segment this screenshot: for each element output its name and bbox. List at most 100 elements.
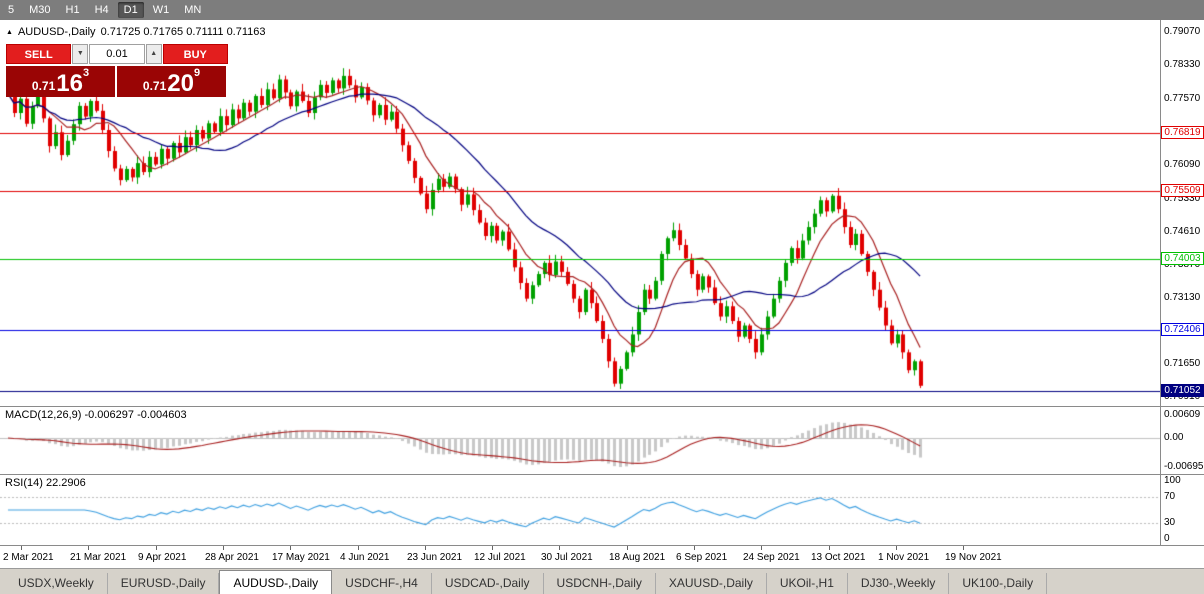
- volume-input[interactable]: 0.01: [89, 44, 145, 64]
- trade-prices-row: 0.71 16 3 0.71 20 9: [6, 66, 228, 97]
- date-tick: [829, 546, 830, 550]
- macd-label: MACD(12,26,9) -0.006297 -0.004603: [5, 409, 187, 421]
- rsi-axis-label: 0: [1164, 533, 1170, 544]
- volume-increase-button[interactable]: ▲: [145, 44, 162, 64]
- chart-tab-bar: USDX,Weekly EURUSD-,Daily AUDUSD-,Daily USD…: [0, 568, 1204, 594]
- date-axis-label: 1 Nov 2021: [878, 552, 930, 563]
- rsi-indicator-canvas[interactable]: [0, 475, 1160, 545]
- date-tick: [963, 546, 964, 550]
- price-axis-strip: [1160, 20, 1204, 546]
- chart-tab-eurusd-daily[interactable]: EURUSD-,Daily: [108, 573, 220, 594]
- buy-price-box[interactable]: 0.71 20 9: [117, 66, 226, 97]
- date-tick: [761, 546, 762, 550]
- date-axis-label: 28 Apr 2021: [205, 552, 259, 563]
- rsi-axis-label: 30: [1164, 516, 1176, 528]
- date-axis-label: 23 Jun 2021: [407, 552, 463, 563]
- timeframe-button-d1[interactable]: D1: [117, 2, 144, 18]
- macd-indicator-canvas[interactable]: [0, 407, 1160, 474]
- pane-separator[interactable]: [0, 406, 1204, 407]
- rsi-label: RSI(14) 22.2906: [5, 477, 86, 489]
- date-tick: [358, 546, 359, 550]
- chart-tab-uk100-daily[interactable]: UK100-,Daily: [949, 573, 1048, 594]
- date-tick: [559, 546, 560, 550]
- date-tick: [88, 546, 89, 550]
- buy-price-pipette: 9: [193, 67, 201, 79]
- date-tick: [290, 546, 291, 550]
- chevron-down-icon: ▼: [76, 50, 84, 57]
- date-axis-label: 13 Oct 2021: [811, 552, 866, 563]
- price-axis-label: 0.76090: [1164, 159, 1201, 171]
- timeframe-button-h4[interactable]: H4: [94, 4, 109, 16]
- date-tick: [694, 546, 695, 550]
- chevron-up-icon: ▲: [150, 50, 158, 57]
- sell-price-pipette: 3: [82, 67, 90, 79]
- chart-tab-dj30-weekly[interactable]: DJ30-,Weekly: [848, 573, 950, 594]
- price-axis-label: 0.71650: [1164, 357, 1201, 369]
- date-axis-label: 18 Aug 2021: [609, 552, 666, 563]
- price-axis-label: 0.74610: [1164, 225, 1201, 237]
- macd-axis-bottom: -0.00695: [1164, 461, 1204, 472]
- sell-button[interactable]: SELL: [6, 44, 72, 64]
- pane-separator[interactable]: [0, 474, 1204, 475]
- date-tick: [896, 546, 897, 550]
- date-tick: [156, 546, 157, 550]
- date-axis-label: 9 Apr 2021: [138, 552, 187, 563]
- date-axis-label: 30 Jul 2021: [541, 552, 593, 563]
- rsi-axis-label: 70: [1164, 491, 1176, 503]
- date-tick: [223, 546, 224, 550]
- symbol-marker-icon: ▲: [6, 29, 13, 36]
- buy-price-pips: 20: [167, 70, 194, 97]
- timeframe-button-h1[interactable]: H1: [65, 4, 80, 16]
- volume-decrease-button[interactable]: ▼: [72, 44, 89, 64]
- sell-price-box[interactable]: 0.71 16 3: [6, 66, 115, 97]
- chart-tab-audusd-daily[interactable]: AUDUSD-,Daily: [219, 570, 333, 594]
- pane-separator: [0, 545, 1204, 546]
- date-axis-label: 17 May 2021: [272, 552, 330, 563]
- date-axis-label: 4 Jun 2021: [340, 552, 390, 563]
- chart-tab-usdx-weekly[interactable]: USDX,Weekly: [5, 573, 108, 594]
- price-axis-label: 0.79070: [1164, 26, 1201, 38]
- date-tick: [425, 546, 426, 550]
- price-level-badge: 0.76819: [1161, 125, 1204, 139]
- rsi-axis-label: 100: [1164, 475, 1181, 486]
- timeframe-button-5[interactable]: 5: [8, 4, 15, 16]
- date-tick: [492, 546, 493, 550]
- date-axis-label: 6 Sep 2021: [676, 552, 728, 563]
- price-level-badge: 0.75509: [1161, 184, 1204, 198]
- chart-tab-usdcnh-daily[interactable]: USDCNH-,Daily: [544, 573, 656, 594]
- price-axis-label: 0.73130: [1164, 291, 1201, 303]
- chart-header: ▲ AUDUSD-,Daily 0.71725 0.71765 0.71111 …: [6, 26, 266, 38]
- macd-axis-top: 0.00609: [1164, 409, 1201, 420]
- chart-tab-usdchf-h4[interactable]: USDCHF-,H4: [332, 573, 432, 594]
- price-axis-label: 0.75330: [1164, 193, 1201, 205]
- price-level-badge: 0.71052: [1161, 383, 1204, 397]
- price-level-badge: 0.74003: [1161, 251, 1204, 265]
- price-axis-label: 0.78330: [1164, 59, 1201, 71]
- date-axis: 2 Mar 2021 21 Mar 2021 9 Apr 2021 28 Apr 20…: [0, 546, 1160, 568]
- buy-button[interactable]: BUY: [162, 44, 228, 64]
- trade-controls-row: SELL ▼ 0.01 ▲ BUY: [6, 44, 228, 64]
- chart-symbol-label: AUDUSD-,Daily: [17, 26, 96, 38]
- sell-price-pips: 16: [56, 70, 83, 97]
- macd-axis-zero: 0.00: [1164, 432, 1184, 443]
- price-axis-label: 0.77570: [1164, 93, 1201, 105]
- chart-ohlc-values: 0.71725 0.71765 0.71111 0.71163: [100, 26, 266, 38]
- date-axis-label: 2 Mar 2021: [3, 552, 54, 563]
- chart-tab-usdcad-daily[interactable]: USDCAD-,Daily: [432, 573, 544, 594]
- timeframe-toolbar: 5 M30 H1 H4 D1 W1 MN: [0, 0, 1204, 20]
- buy-price-base: 0.71: [142, 79, 167, 93]
- price-level-badge: 0.72406: [1161, 323, 1204, 337]
- date-tick: [21, 546, 22, 550]
- timeframe-button-m30[interactable]: M30: [29, 4, 51, 16]
- chart-tab-xauusd-daily[interactable]: XAUUSD-,Daily: [656, 573, 767, 594]
- chart-tab-ukoil-h1[interactable]: UKOil-,H1: [767, 573, 848, 594]
- date-axis-label: 19 Nov 2021: [945, 552, 1002, 563]
- date-tick: [627, 546, 628, 550]
- timeframe-button-w1[interactable]: W1: [152, 4, 170, 16]
- date-axis-label: 21 Mar 2021: [70, 552, 127, 563]
- sell-price-base: 0.71: [31, 79, 56, 93]
- date-axis-label: 12 Jul 2021: [474, 552, 526, 563]
- date-axis-label: 24 Sep 2021: [743, 552, 800, 563]
- timeframe-button-mn[interactable]: MN: [184, 4, 202, 16]
